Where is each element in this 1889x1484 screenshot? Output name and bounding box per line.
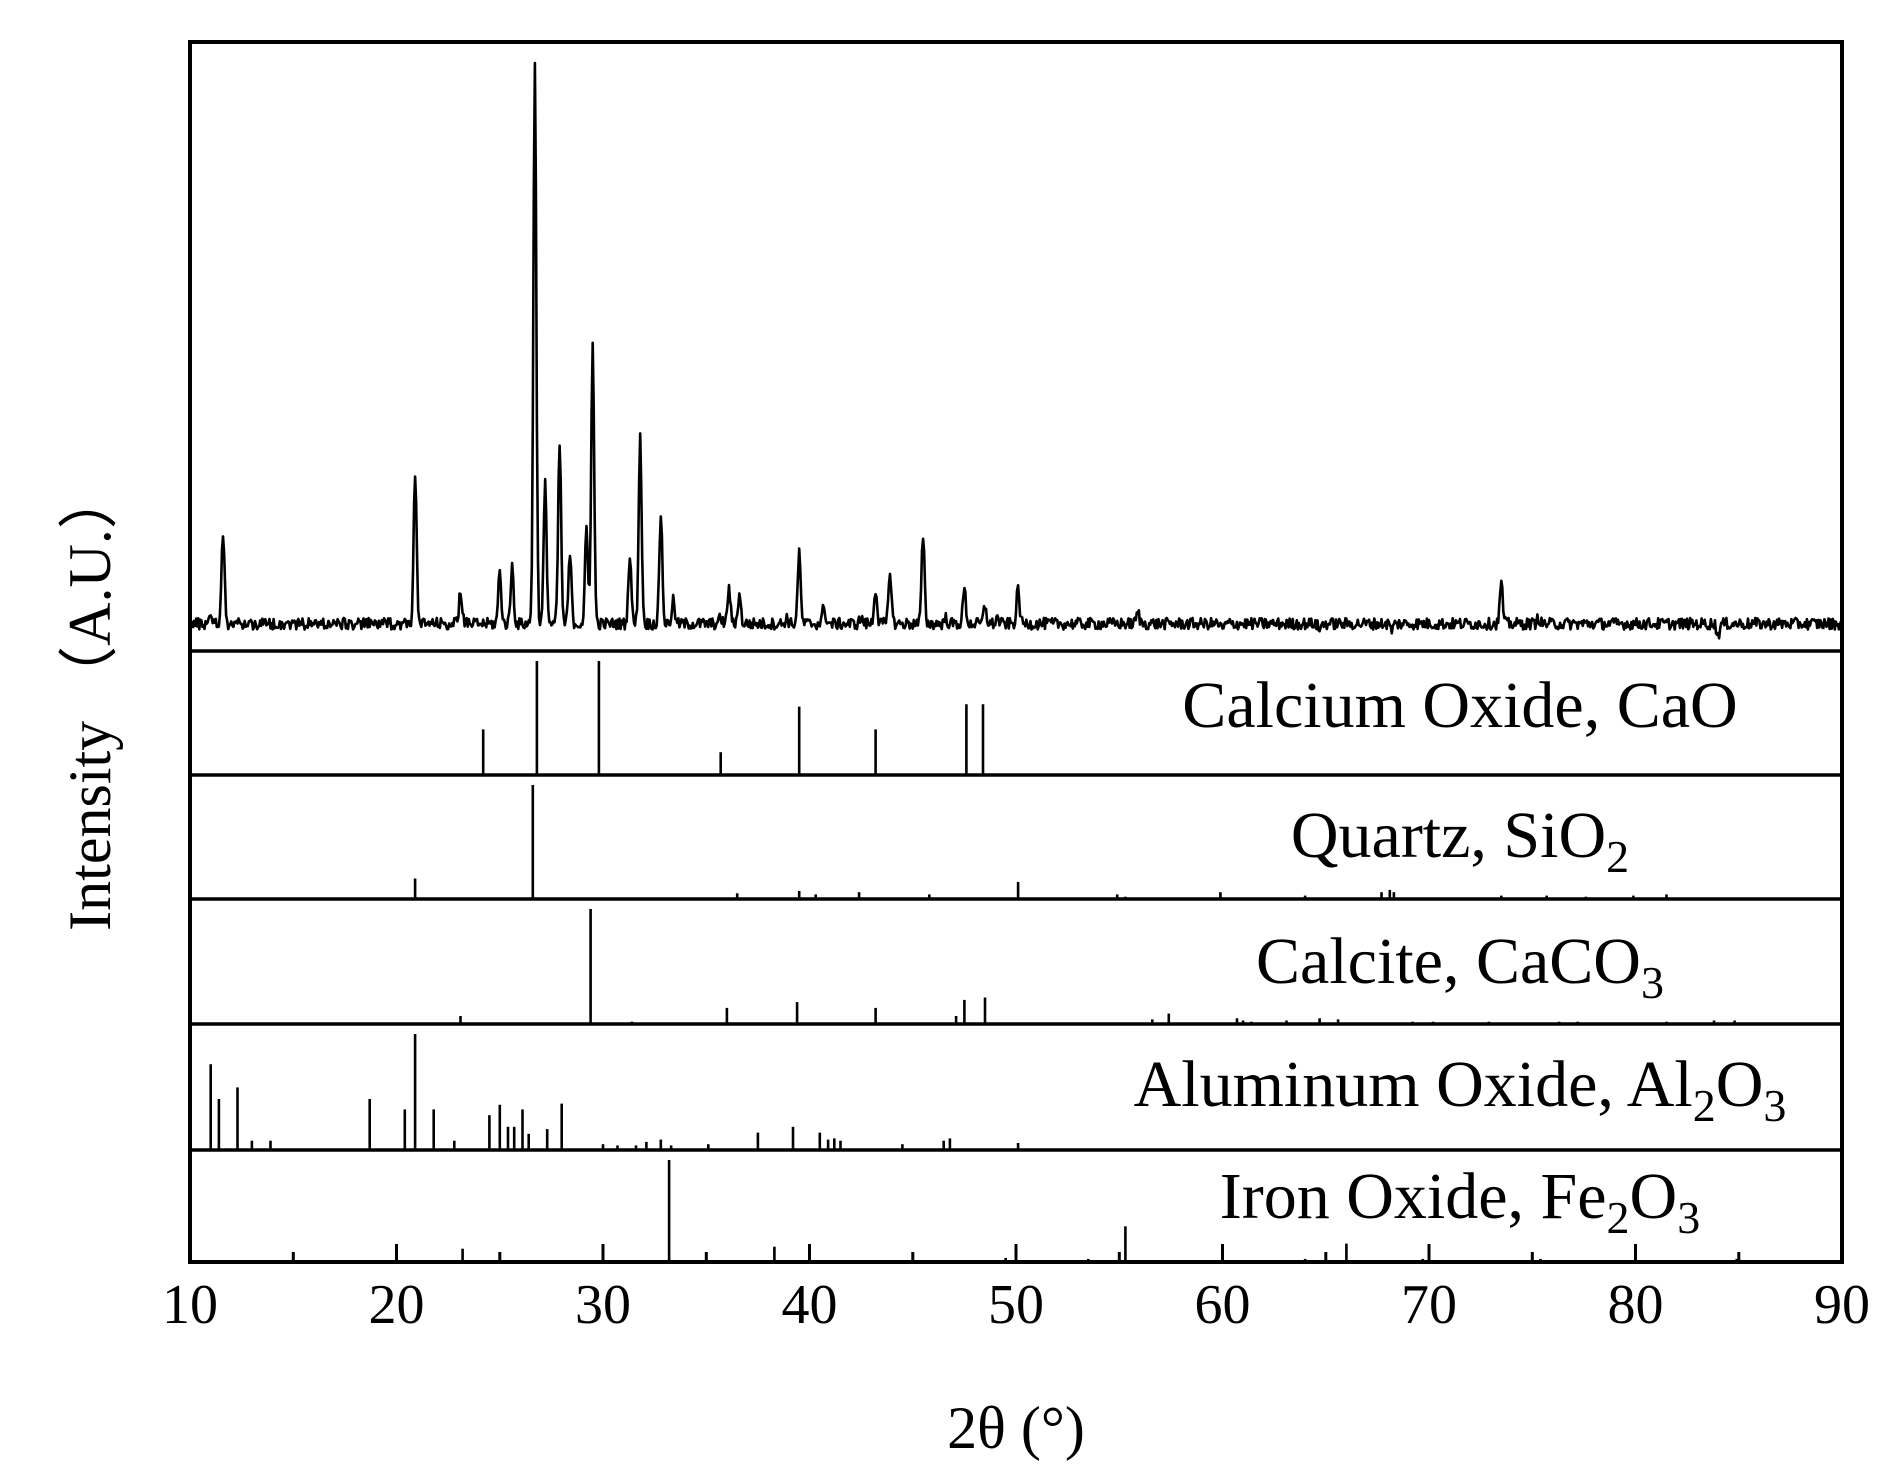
x-tick-label: 30 [575, 1274, 631, 1336]
reference-pattern-label: Quartz, SiO2 [1291, 799, 1629, 882]
reference-pattern-1: Calcium Oxide, CaO [481, 661, 1738, 775]
measured-pattern [188, 61, 1844, 640]
x-tick-label: 80 [1608, 1274, 1664, 1336]
reference-pattern-label: Calcium Oxide, CaO [1182, 669, 1737, 742]
x-tick-label: 90 [1814, 1274, 1870, 1336]
reference-pattern-2: Quartz, SiO2 [413, 785, 1668, 899]
reference-pattern-label: Iron Oxide, Fe2O3 [1220, 1160, 1700, 1243]
reference-pattern-3: Calcite, CaCO3 [459, 909, 1736, 1024]
x-tick-label: 70 [1401, 1274, 1457, 1336]
reference-pattern-label: Aluminum Oxide, Al2O3 [1134, 1048, 1787, 1131]
x-tick-label: 60 [1195, 1274, 1251, 1336]
x-tick-label: 10 [162, 1274, 218, 1336]
reference-pattern-4: Aluminum Oxide, Al2O3 [209, 1034, 1787, 1150]
x-axis-label: 2θ (°) [947, 1395, 1085, 1461]
y-axis-label: Intensity （A.U.） [57, 469, 123, 931]
x-tick-label: 50 [988, 1274, 1044, 1336]
measured-xrd-trace [188, 61, 1844, 640]
reference-pattern-5: Iron Oxide, Fe2O3 [461, 1160, 1813, 1262]
reference-patterns: Calcium Oxide, CaO Quartz, SiO2 Calcite, C… [209, 661, 1813, 1262]
x-tick-label: 20 [369, 1274, 425, 1336]
reference-pattern-label: Calcite, CaCO3 [1256, 925, 1664, 1008]
x-tick-label: 40 [782, 1274, 838, 1336]
x-axis: 10 20 30 40 50 60 70 80 90 [162, 1244, 1870, 1336]
